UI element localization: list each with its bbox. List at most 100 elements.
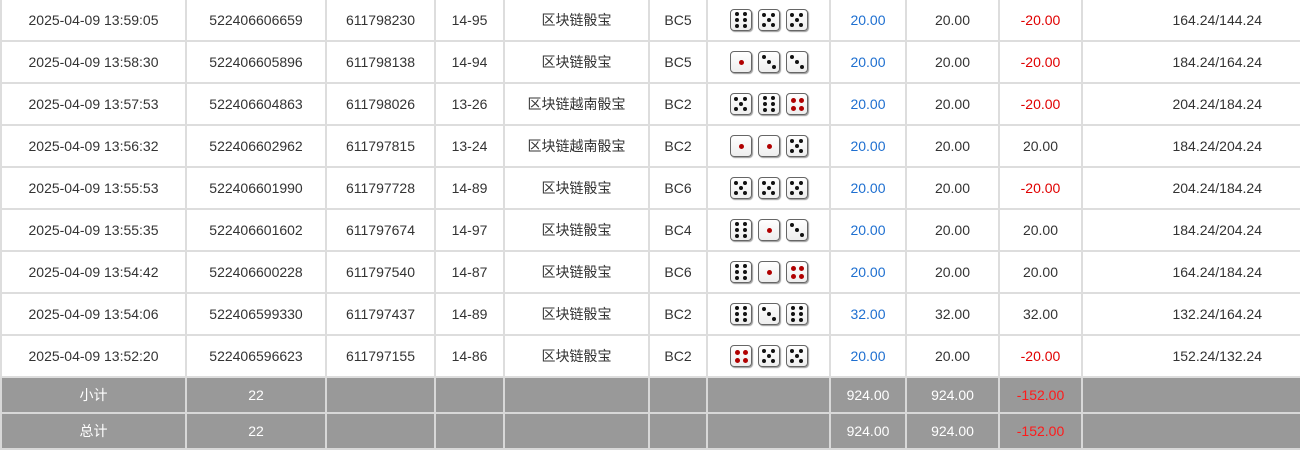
- dice-result: [706, 208, 831, 252]
- bet-amount[interactable]: 20.00: [829, 40, 907, 84]
- bet-amount[interactable]: 20.00: [829, 250, 907, 294]
- die-5-icon: [785, 135, 808, 157]
- table-number: 14-97: [434, 208, 505, 252]
- dice-result: [706, 124, 831, 168]
- win-amount: -20.00: [998, 0, 1083, 42]
- order-number: 522406604863: [185, 82, 327, 126]
- issue-number: 611798230: [325, 0, 436, 42]
- bet-amount[interactable]: 20.00: [829, 0, 907, 42]
- order-number: 522406599330: [185, 292, 327, 336]
- bet-amount[interactable]: 20.00: [829, 82, 907, 126]
- bet-type: BC2: [648, 334, 708, 378]
- win-amount: -20.00: [998, 82, 1083, 126]
- table-row: 2025-04-09 13:57:53 522406604863 611798026…: [0, 82, 1300, 126]
- die-6-icon: [729, 219, 752, 241]
- total-amount: 924.00: [829, 412, 907, 450]
- table-number: 14-89: [434, 292, 505, 336]
- dice-result: [706, 292, 831, 336]
- table-number: 14-95: [434, 0, 505, 42]
- bet-time: 2025-04-09 13:55:35: [0, 208, 187, 252]
- table-number: 14-87: [434, 250, 505, 294]
- bet-type: BC2: [648, 124, 708, 168]
- die-5-icon: [729, 93, 752, 115]
- valid-amount: 20.00: [905, 0, 1000, 42]
- bet-amount[interactable]: 20.00: [829, 334, 907, 378]
- bet-type: BC2: [648, 82, 708, 126]
- subtotal-label: 小计: [0, 376, 187, 414]
- die-1-icon: [729, 51, 752, 73]
- die-3-icon: [757, 303, 780, 325]
- subtotal-amount: 924.00: [829, 376, 907, 414]
- bet-time: 2025-04-09 13:54:42: [0, 250, 187, 294]
- win-amount: -20.00: [998, 334, 1083, 378]
- die-5-icon: [757, 345, 780, 367]
- table-row: 2025-04-09 13:58:30 522406605896 611798138…: [0, 40, 1300, 84]
- die-5-icon: [757, 9, 780, 31]
- issue-number: 611797155: [325, 334, 436, 378]
- die-1-icon: [729, 135, 752, 157]
- bet-time: 2025-04-09 13:58:30: [0, 40, 187, 84]
- subtotal-row: 小计 22 924.00 924.00 -152.00: [0, 376, 1300, 414]
- balance: 184.24/164.24: [1081, 40, 1300, 84]
- table-number: 13-24: [434, 124, 505, 168]
- die-6-icon: [729, 9, 752, 31]
- valid-amount: 20.00: [905, 166, 1000, 210]
- game-name: 区块链骰宝: [503, 292, 650, 336]
- balance: 204.24/184.24: [1081, 166, 1300, 210]
- valid-amount: 20.00: [905, 40, 1000, 84]
- bet-time: 2025-04-09 13:59:05: [0, 0, 187, 42]
- bet-type: BC6: [648, 166, 708, 210]
- valid-amount: 20.00: [905, 250, 1000, 294]
- balance: 204.24/184.24: [1081, 82, 1300, 126]
- valid-amount: 20.00: [905, 124, 1000, 168]
- bet-type: BC6: [648, 250, 708, 294]
- subtotal-count: 22: [185, 376, 327, 414]
- total-label: 总计: [0, 412, 187, 450]
- win-amount: 32.00: [998, 292, 1083, 336]
- balance: 184.24/204.24: [1081, 208, 1300, 252]
- valid-amount: 32.00: [905, 292, 1000, 336]
- issue-number: 611798026: [325, 82, 436, 126]
- bet-type: BC5: [648, 0, 708, 42]
- bet-time: 2025-04-09 13:52:20: [0, 334, 187, 378]
- die-5-icon: [785, 345, 808, 367]
- game-name: 区块链骰宝: [503, 40, 650, 84]
- bet-time: 2025-04-09 13:55:53: [0, 166, 187, 210]
- table-row: 2025-04-09 13:54:42 522406600228 611797540…: [0, 250, 1300, 294]
- dice-result: [706, 250, 831, 294]
- order-number: 522406606659: [185, 0, 327, 42]
- table-number: 13-26: [434, 82, 505, 126]
- balance: 164.24/144.24: [1081, 0, 1300, 42]
- game-name: 区块链骰宝: [503, 208, 650, 252]
- issue-number: 611798138: [325, 40, 436, 84]
- die-5-icon: [729, 177, 752, 199]
- die-6-icon: [729, 303, 752, 325]
- die-5-icon: [785, 9, 808, 31]
- game-name: 区块链骰宝: [503, 166, 650, 210]
- issue-number: 611797815: [325, 124, 436, 168]
- balance: 152.24/132.24: [1081, 334, 1300, 378]
- total-valid: 924.00: [905, 412, 1000, 450]
- die-5-icon: [785, 177, 808, 199]
- valid-amount: 20.00: [905, 208, 1000, 252]
- table-number: 14-86: [434, 334, 505, 378]
- die-3-icon: [785, 51, 808, 73]
- game-name: 区块链越南骰宝: [503, 82, 650, 126]
- bet-type: BC2: [648, 292, 708, 336]
- total-win: -152.00: [998, 412, 1083, 450]
- table-number: 14-89: [434, 166, 505, 210]
- die-6-icon: [757, 93, 780, 115]
- bet-amount[interactable]: 20.00: [829, 124, 907, 168]
- bet-amount[interactable]: 20.00: [829, 166, 907, 210]
- dice-result: [706, 82, 831, 126]
- die-1-icon: [757, 219, 780, 241]
- bet-type: BC4: [648, 208, 708, 252]
- table-row: 2025-04-09 13:54:06 522406599330 611797437…: [0, 292, 1300, 336]
- bet-amount[interactable]: 32.00: [829, 292, 907, 336]
- bet-time: 2025-04-09 13:57:53: [0, 82, 187, 126]
- die-1-icon: [757, 135, 780, 157]
- bet-amount[interactable]: 20.00: [829, 208, 907, 252]
- order-number: 522406605896: [185, 40, 327, 84]
- win-amount: -20.00: [998, 40, 1083, 84]
- order-number: 522406602962: [185, 124, 327, 168]
